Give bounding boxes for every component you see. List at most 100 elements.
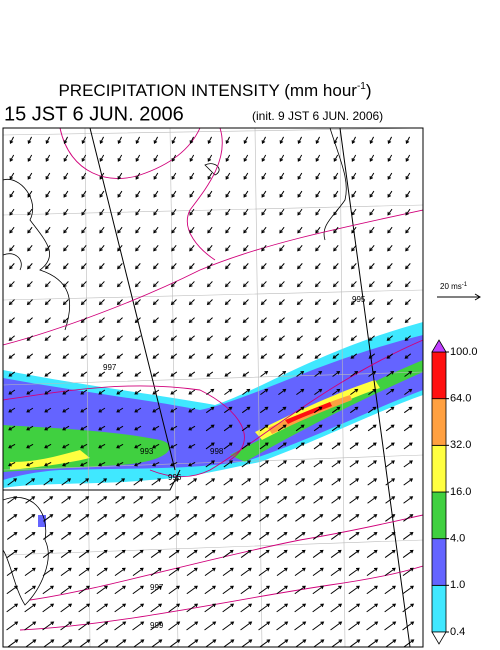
wind-arrow: [241, 496, 252, 504]
wind-arrow: [44, 389, 52, 395]
wind-arrow: [168, 585, 180, 595]
wind-arrow: [258, 603, 271, 613]
wind-arrow: [387, 226, 393, 234]
wind-arrow: [117, 136, 123, 144]
wind-arrow: [150, 585, 162, 595]
wind-arrow: [205, 460, 215, 468]
wind-arrow: [8, 281, 15, 288]
wind-arrow: [384, 549, 396, 558]
wind-arrow: [314, 388, 323, 396]
wind-arrow: [186, 585, 198, 595]
wind-arrow: [78, 549, 90, 558]
wind-arrow: [186, 567, 198, 577]
wind-arrow: [225, 154, 231, 162]
colorbar-label: 4.0: [450, 533, 465, 545]
wind-arrow: [60, 567, 72, 577]
wind-arrow: [135, 263, 141, 270]
wind-arrow: [63, 172, 69, 180]
wind-arrow: [8, 335, 15, 341]
vector-scale-label: 20 ms-1: [440, 282, 468, 292]
wind-arrow: [61, 496, 72, 504]
wind-arrow: [224, 317, 231, 324]
colorbar-label: 0.4: [450, 626, 465, 638]
colorbar-segment: [431, 444, 447, 493]
wind-arrow: [224, 281, 231, 288]
colorbar-label: 32.0: [450, 439, 471, 451]
colorbar-label: 100.0: [450, 346, 478, 358]
wind-arrow: [351, 208, 357, 216]
wind-arrow: [351, 172, 357, 180]
wind-arrow: [98, 281, 105, 288]
wind-arrow: [279, 136, 285, 144]
wind-arrow: [9, 154, 15, 162]
wind-arrow: [278, 370, 287, 377]
wind-arrow: [405, 208, 411, 216]
wind-arrow: [351, 154, 357, 162]
wind-arrow: [152, 407, 160, 413]
wind-arrow: [258, 585, 270, 595]
wind-arrow: [297, 226, 303, 234]
wind-arrow: [243, 172, 249, 180]
wind-arrow: [404, 353, 412, 359]
wind-arrow: [386, 370, 395, 377]
wind-arrow: [116, 425, 124, 431]
wind-arrow: [279, 226, 285, 234]
wind-arrow: [134, 299, 141, 306]
wind-arrow: [315, 208, 321, 216]
coastline: [3, 128, 411, 647]
wind-arrow: [151, 496, 162, 504]
wind-arrow: [225, 263, 231, 270]
wind-arrow: [135, 244, 141, 252]
wind-arrow: [117, 226, 123, 234]
wind-arrow: [386, 299, 393, 306]
wind-arrow: [313, 406, 323, 414]
wind-arrow: [403, 424, 413, 432]
wind-arrow: [152, 353, 160, 359]
wind-arrow: [188, 371, 196, 377]
wind-arrow: [330, 532, 342, 540]
wind-arrow: [350, 317, 357, 324]
wind-arrow: [168, 621, 181, 631]
wind-arrow: [99, 172, 105, 180]
wind-arrow: [405, 136, 411, 144]
wind-arrow: [386, 335, 393, 341]
wind-arrow: [297, 136, 303, 144]
contour-label: 995: [352, 295, 366, 304]
wind-arrow: [350, 370, 359, 377]
wind-arrow: [207, 190, 213, 198]
wind-arrow: [261, 244, 267, 252]
wind-arrow: [366, 621, 379, 631]
wind-arrow: [27, 263, 33, 270]
wind-arrow: [116, 407, 124, 413]
wind-arrow: [45, 226, 51, 234]
wind-arrow: [333, 190, 339, 198]
wind-arrow: [116, 389, 124, 395]
wind-arrow: [295, 478, 306, 486]
wind-arrow: [276, 621, 289, 631]
wind-arrow: [349, 460, 359, 468]
wind-arrow: [225, 136, 231, 144]
wind-arrow: [150, 567, 162, 577]
wind-arrow: [386, 388, 395, 396]
wind-arrow: [294, 567, 306, 577]
wind-arrow: [152, 443, 160, 449]
wind-arrow: [313, 442, 323, 450]
wind-arrow: [332, 299, 339, 306]
wind-arrow: [223, 478, 234, 486]
wind-arrow: [405, 226, 411, 234]
wind-arrow: [385, 424, 395, 432]
wind-arrow: [99, 226, 105, 234]
wind-arrow: [258, 621, 271, 631]
wind-arrow: [261, 263, 267, 270]
wind-arrow: [295, 496, 306, 504]
colorbar-under: [431, 631, 447, 645]
wind-arrow: [80, 335, 87, 341]
wind-arrow: [6, 621, 19, 631]
wind-arrow: [45, 172, 51, 180]
wind-arrow: [170, 443, 178, 449]
colorbar-label: 64.0: [450, 393, 471, 405]
wind-arrow: [296, 299, 303, 306]
wind-arrow: [225, 208, 231, 216]
wind-arrow: [186, 621, 199, 631]
valid-time: 15 JST 6 JUN. 2006: [4, 103, 184, 125]
